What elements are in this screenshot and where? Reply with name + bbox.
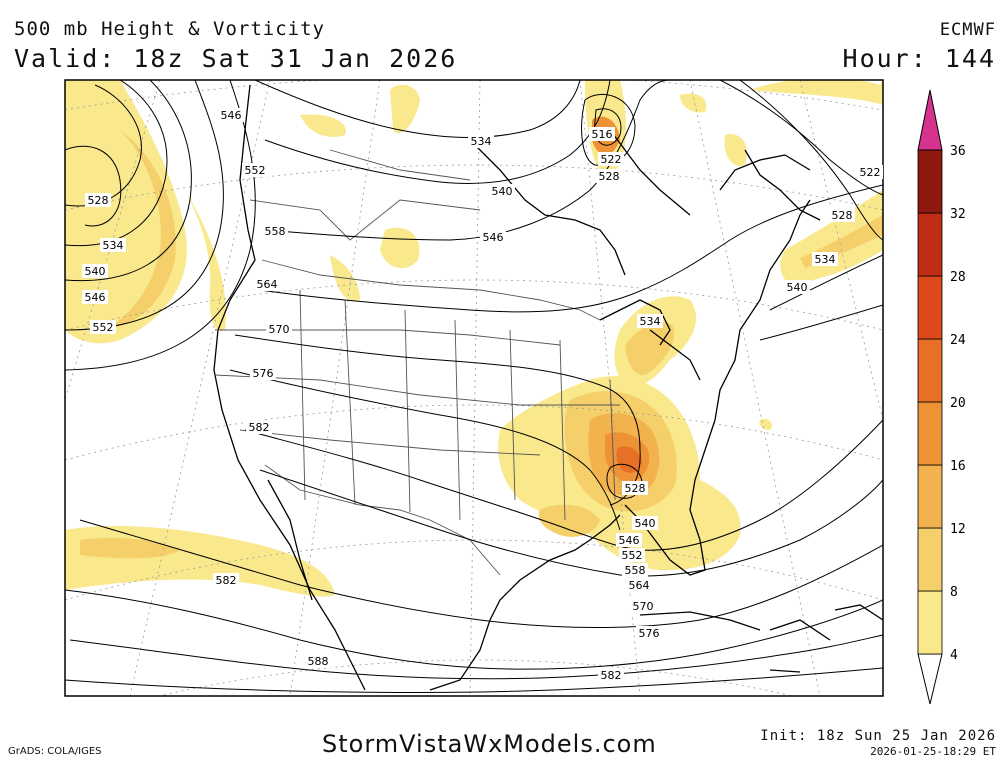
height-label: 528 xyxy=(832,209,853,222)
colorbar-swatch xyxy=(917,149,943,214)
height-label: 522 xyxy=(601,153,622,166)
colorbar-swatch xyxy=(917,212,943,277)
height-label: 534 xyxy=(815,253,836,266)
generated-timestamp: 2026-01-25-18:29 ET xyxy=(870,745,996,758)
colorbar-label: 32 xyxy=(950,207,966,222)
height-label: 564 xyxy=(629,579,650,592)
colorbar-label: 36 xyxy=(950,144,966,159)
height-label: 546 xyxy=(619,534,640,547)
height-label: 534 xyxy=(471,135,492,148)
height-label: 564 xyxy=(257,278,278,291)
colorbar-swatch xyxy=(917,527,943,592)
height-label: 552 xyxy=(93,321,114,334)
height-label: 528 xyxy=(88,194,109,207)
height-label: 576 xyxy=(639,627,660,640)
height-label: 534 xyxy=(103,239,124,252)
height-label: 528 xyxy=(625,482,646,495)
colorbar-swatch xyxy=(917,275,943,340)
height-label: 540 xyxy=(85,265,106,278)
software-credit: GrADS: COLA/IGES xyxy=(8,746,102,757)
lat-lon-grid xyxy=(65,80,883,696)
height-label: 516 xyxy=(592,128,613,141)
borders xyxy=(214,149,620,576)
colorbar-swatch xyxy=(917,590,943,655)
height-label: 558 xyxy=(265,225,286,238)
colorbar-label: 16 xyxy=(950,459,966,474)
height-label: 546 xyxy=(221,109,242,122)
height-label: 570 xyxy=(633,600,654,613)
height-label: 528 xyxy=(599,170,620,183)
model-name: ECMWF xyxy=(939,20,996,40)
colorbar-swatch xyxy=(917,401,943,466)
init-time: Init: 18z Sun 25 Jan 2026 xyxy=(760,728,996,744)
chart-title: 500 mb Height & Vorticity xyxy=(14,18,325,40)
coastlines xyxy=(213,84,883,691)
height-label: 576 xyxy=(253,367,274,380)
height-label: 552 xyxy=(622,549,643,562)
height-label: 540 xyxy=(787,281,808,294)
height-label: 588 xyxy=(308,655,329,668)
colorbar-high-arrow xyxy=(917,89,943,151)
colorbar-label: 8 xyxy=(950,585,958,600)
map-frame xyxy=(64,79,884,697)
vorticity-shading xyxy=(65,80,883,597)
height-label: 540 xyxy=(492,185,513,198)
valid-time: Valid: 18z Sat 31 Jan 2026 xyxy=(14,44,458,73)
colorbar-swatch xyxy=(917,338,943,403)
height-label: 546 xyxy=(85,291,106,304)
colorbar-low-arrow xyxy=(917,653,943,705)
colorbar-label: 28 xyxy=(950,270,966,285)
colorbar-label: 4 xyxy=(950,648,958,663)
height-label: 558 xyxy=(625,564,646,577)
colorbar-label: 24 xyxy=(950,333,966,348)
height-label: 582 xyxy=(216,574,237,587)
website-credit: StormVistaWxModels.com xyxy=(322,730,657,758)
colorbar-label: 20 xyxy=(950,396,966,411)
height-label: 570 xyxy=(269,323,290,336)
height-label: 522 xyxy=(860,166,881,179)
height-label: 552 xyxy=(245,164,266,177)
height-label: 540 xyxy=(635,517,656,530)
colorbar-swatch xyxy=(917,464,943,529)
colorbar-label: 12 xyxy=(950,522,966,537)
height-contours xyxy=(65,80,883,693)
height-label: 534 xyxy=(640,315,661,328)
height-label: 582 xyxy=(249,421,270,434)
height-label: 546 xyxy=(483,231,504,244)
height-label: 582 xyxy=(601,669,622,682)
forecast-hour: Hour: 144 xyxy=(842,44,996,73)
